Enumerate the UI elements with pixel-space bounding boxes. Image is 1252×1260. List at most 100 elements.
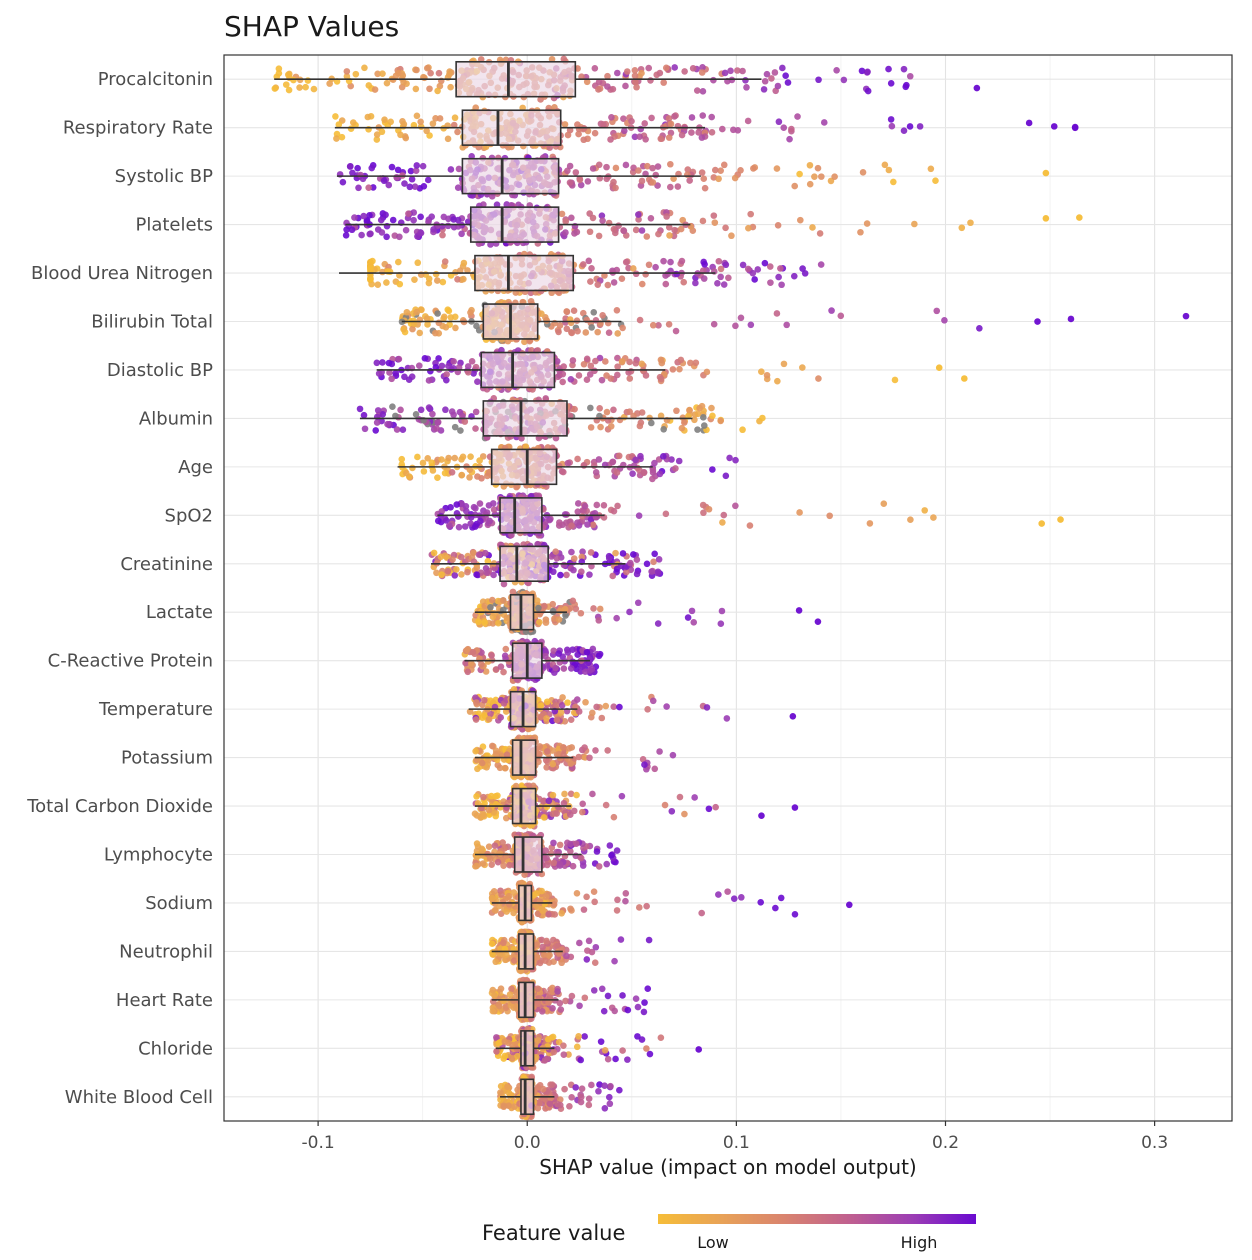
shap-point <box>722 472 730 480</box>
shap-point <box>543 698 551 706</box>
shap-point <box>739 426 746 434</box>
shap-point <box>637 125 645 133</box>
shap-point <box>483 509 491 516</box>
shap-point <box>778 281 785 289</box>
shap-point <box>880 500 888 508</box>
shap-point <box>361 425 369 433</box>
shap-point <box>358 231 365 239</box>
shap-point <box>550 901 558 908</box>
shap-point <box>491 842 499 849</box>
shap-point <box>457 427 464 434</box>
shap-point <box>881 161 889 169</box>
shap-point <box>720 281 728 288</box>
shap-point <box>659 453 667 460</box>
shap-point <box>600 121 607 128</box>
shap-point <box>742 77 749 84</box>
shap-point <box>457 553 465 561</box>
shap-point <box>497 714 504 721</box>
shap-point <box>693 87 701 94</box>
shap-point <box>567 905 574 913</box>
shap-point <box>620 115 627 122</box>
shap-points <box>271 55 1190 1121</box>
shap-point <box>458 571 465 578</box>
shap-point <box>432 364 440 371</box>
shap-point <box>642 372 650 379</box>
shap-point <box>424 455 432 462</box>
shap-point <box>479 714 486 722</box>
shap-point <box>976 324 983 332</box>
shap-point <box>633 83 640 91</box>
shap-point <box>557 571 564 579</box>
shap-point <box>464 568 471 576</box>
shap-point <box>492 958 500 966</box>
shap-point <box>310 85 318 93</box>
shap-point <box>567 790 575 798</box>
shap-point <box>796 509 803 516</box>
shap-point <box>433 569 440 577</box>
shap-point <box>374 407 382 414</box>
shap-point <box>558 701 566 709</box>
shap-point <box>379 359 386 366</box>
shap-point <box>604 83 611 90</box>
shap-point <box>497 663 505 670</box>
shap-point <box>290 76 297 84</box>
shap-point <box>674 183 682 190</box>
shap-point <box>425 377 433 384</box>
shap-point <box>655 556 663 563</box>
shap-point <box>574 508 582 516</box>
shap-point <box>774 222 782 229</box>
shap-point <box>469 648 477 656</box>
shap-point <box>577 854 585 862</box>
shap-point <box>608 113 615 121</box>
shap-point <box>705 505 713 513</box>
shap-point <box>580 360 588 368</box>
shap-point <box>858 67 866 75</box>
shap-point <box>543 937 550 945</box>
shap-point <box>916 123 924 130</box>
shap-point <box>699 217 707 225</box>
shap-point <box>763 70 771 78</box>
shap-point <box>689 65 697 72</box>
shap-point <box>710 320 718 328</box>
shap-point-outlier <box>1042 215 1050 222</box>
shap-point <box>906 72 914 80</box>
shap-point <box>472 694 479 701</box>
shap-point <box>709 412 716 420</box>
shap-point <box>588 324 595 331</box>
shap-point <box>593 501 601 509</box>
shap-point <box>773 310 781 317</box>
shap-point <box>426 85 433 93</box>
shap-point <box>543 861 551 869</box>
shap-point <box>453 501 461 508</box>
shap-point <box>758 368 765 375</box>
shap-point <box>815 375 822 382</box>
shap-point-outlier <box>1025 119 1033 127</box>
shap-point <box>651 459 658 467</box>
shap-point <box>747 210 754 218</box>
shap-point <box>555 803 562 811</box>
shap-point <box>473 840 481 847</box>
shap-point <box>714 280 721 287</box>
shap-point <box>432 329 439 337</box>
shap-point <box>447 166 455 173</box>
shap-point <box>434 474 441 481</box>
shap-point <box>794 113 801 120</box>
shap-point <box>398 455 406 463</box>
shap-point <box>360 212 367 220</box>
shap-point <box>510 889 518 896</box>
shap-point <box>720 161 728 169</box>
shap-point <box>700 422 708 429</box>
shap-point <box>660 257 667 265</box>
shap-point <box>450 411 457 419</box>
shap-point <box>662 64 670 72</box>
shap-point <box>640 469 648 477</box>
shap-point <box>817 261 825 268</box>
shap-point <box>603 175 611 183</box>
shap-point <box>866 520 874 527</box>
shap-point <box>678 424 686 432</box>
shap-point <box>472 104 480 111</box>
shap-point <box>402 469 410 477</box>
shap-point <box>488 861 495 868</box>
shap-point <box>629 470 636 477</box>
shap-point-outlier <box>845 901 853 909</box>
